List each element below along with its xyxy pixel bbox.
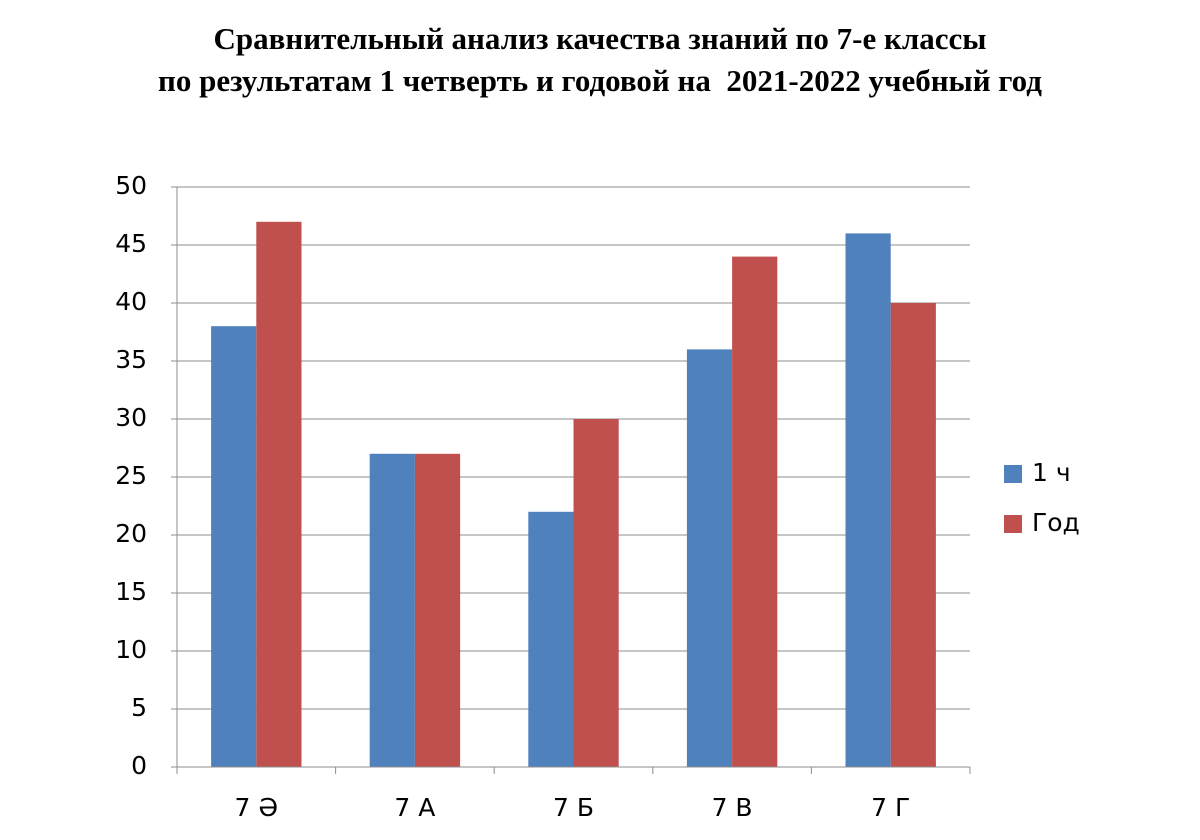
x-tick-label: 7 В — [712, 793, 753, 822]
legend-swatch — [1004, 515, 1022, 533]
bar — [211, 326, 257, 767]
bar — [369, 453, 415, 767]
y-tick-label: 15 — [115, 577, 147, 606]
bar — [890, 303, 936, 767]
bar — [732, 256, 778, 767]
bar — [573, 419, 619, 767]
chart-title: Сравнительный анализ качества знаний по … — [214, 21, 987, 56]
y-tick-label: 30 — [115, 403, 147, 432]
y-tick-label: 10 — [115, 635, 147, 664]
bar — [845, 233, 891, 767]
y-tick-label: 45 — [115, 229, 147, 258]
bar — [414, 453, 461, 767]
y-tick-label: 25 — [115, 461, 147, 490]
legend-label: Год — [1032, 508, 1080, 537]
bar — [256, 221, 302, 768]
x-tick-label: 7 А — [394, 793, 435, 822]
y-tick-label: 20 — [115, 519, 147, 548]
y-tick-label: 35 — [115, 345, 147, 374]
legend-swatch — [1004, 465, 1022, 483]
chart-title: по результатам 1 четверть и годовой на 2… — [158, 63, 1042, 98]
bar — [528, 511, 574, 767]
bar — [686, 349, 733, 767]
y-tick-label: 40 — [115, 287, 147, 316]
legend-label: 1 ч — [1032, 458, 1071, 487]
x-tick-label: 7 Г — [871, 793, 910, 822]
y-tick-label: 0 — [131, 751, 147, 780]
y-tick-label: 50 — [115, 171, 147, 200]
y-tick-label: 5 — [131, 693, 147, 722]
x-tick-label: 7 Б — [553, 793, 594, 822]
x-tick-label: 7 Ә — [235, 793, 279, 822]
